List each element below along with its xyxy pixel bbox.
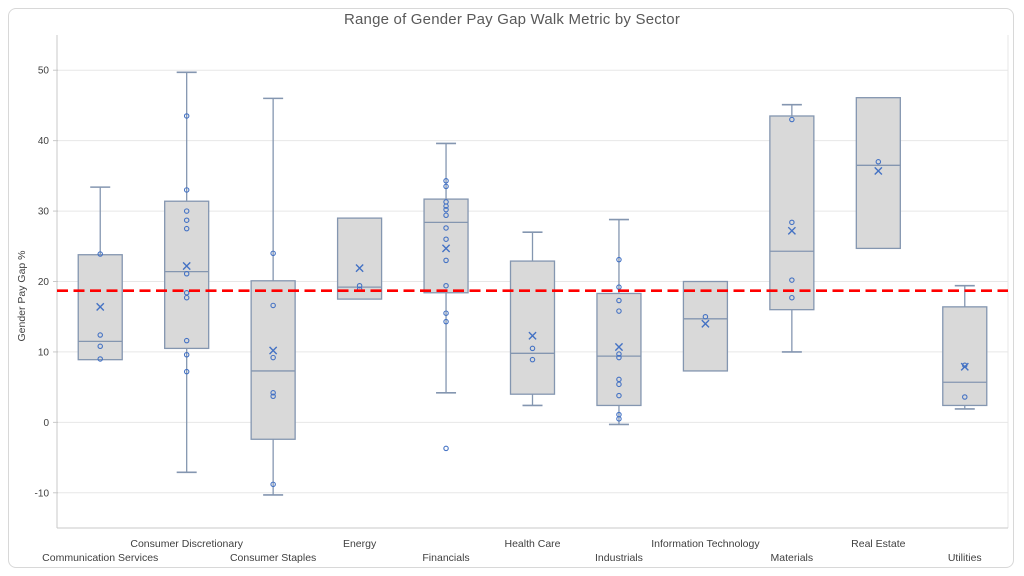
box-information-technology: [682, 280, 729, 372]
mean-marker-consumer-staples: [269, 346, 278, 355]
chart-title: Range of Gender Pay Gap Walk Metric by S…: [343, 11, 681, 28]
box-energy: [336, 217, 383, 300]
data-point-consumer-staples-1: [270, 302, 276, 309]
x-axis-label-financials: Financials: [422, 552, 469, 564]
y-tick-label-0: 0: [43, 418, 49, 429]
mean-marker-health-care: [528, 331, 537, 340]
data-point-financials-9: [443, 282, 449, 289]
x-axis-label-materials: Materials: [771, 552, 814, 564]
data-point-industrials-4: [616, 351, 622, 357]
box-real-estate: [855, 97, 901, 250]
data-point-communication-services-2: [97, 343, 103, 350]
data-point-consumer-discretionary-9: [183, 351, 190, 358]
mean-marker-information-technology: [701, 319, 710, 328]
y-tick-label-40: 40: [38, 136, 50, 147]
data-point-energy-0: [356, 282, 363, 289]
x-axis-label-consumer-staples: Consumer Staples: [230, 552, 316, 564]
box-materials: [769, 115, 815, 311]
y-tick-label-20: 20: [38, 277, 50, 288]
mean-marker-utilities: [960, 362, 969, 371]
data-point-consumer-staples-4: [270, 393, 276, 400]
data-point-communication-services-3: [97, 356, 103, 362]
box-financials: [423, 198, 469, 294]
data-point-industrials-5: [616, 354, 622, 361]
data-point-consumer-staples-5: [270, 481, 276, 488]
x-axis-label-utilities: Utilities: [948, 552, 982, 564]
data-point-industrials-8: [616, 392, 622, 399]
data-point-financials-11: [443, 318, 449, 325]
x-axis-label-energy: Energy: [343, 538, 377, 550]
data-point-consumer-staples-2: [270, 354, 276, 361]
x-axis-label-consumer-discretionary: Consumer Discretionary: [130, 538, 243, 550]
y-tick-label--10: -10: [35, 488, 50, 499]
mean-marker-consumer-discretionary: [182, 261, 191, 271]
data-point-consumer-discretionary-0: [183, 113, 190, 119]
data-point-consumer-staples-3: [270, 390, 276, 396]
data-point-industrials-1: [616, 284, 622, 290]
mean-marker-industrials: [614, 342, 624, 352]
data-point-industrials-7: [616, 381, 622, 388]
data-point-consumer-discretionary-4: [183, 225, 190, 232]
mean-marker-communication-services: [96, 302, 105, 311]
data-point-utilities-1: [962, 394, 968, 400]
data-point-materials-2: [789, 277, 795, 283]
data-point-financials-10: [443, 310, 449, 316]
data-point-consumer-staples-0: [270, 250, 276, 257]
data-point-materials-1: [789, 219, 795, 226]
data-point-real-estate-0: [875, 159, 882, 165]
box-industrials: [596, 292, 642, 407]
data-point-consumer-discretionary-10: [183, 368, 190, 375]
data-point-financials-5: [443, 212, 449, 219]
data-point-financials-6: [443, 225, 449, 231]
data-point-consumer-discretionary-3: [183, 217, 190, 223]
data-point-industrials-3: [616, 308, 622, 314]
data-point-materials-0: [789, 116, 795, 123]
x-axis-label-health-care: Health Care: [504, 538, 560, 550]
mean-marker-real-estate: [874, 166, 883, 176]
box-health-care: [509, 260, 556, 395]
data-point-consumer-discretionary-5: [183, 271, 190, 277]
data-point-consumer-discretionary-7: [183, 294, 190, 301]
mean-marker-energy: [355, 264, 364, 273]
data-point-industrials-10: [616, 416, 622, 422]
data-point-communication-services-1: [97, 332, 103, 338]
data-point-financials-7: [443, 236, 449, 242]
data-point-industrials-2: [616, 297, 622, 304]
box-utilities: [942, 306, 988, 407]
data-point-consumer-discretionary-1: [183, 187, 190, 193]
mean-marker-materials: [787, 226, 796, 235]
y-tick-label-50: 50: [38, 66, 50, 77]
x-axis-label-communication-services: Communication Services: [42, 552, 158, 564]
data-point-consumer-discretionary-8: [183, 337, 190, 344]
data-point-health-care-0: [529, 345, 536, 352]
data-point-financials-4: [443, 206, 449, 213]
box-consumer-discretionary: [164, 200, 210, 350]
x-axis-label-real-estate: Real Estate: [851, 538, 905, 550]
data-point-industrials-0: [616, 256, 622, 263]
data-point-financials-3: [443, 203, 449, 209]
data-point-financials-12: [443, 445, 449, 452]
y-tick-label-10: 10: [38, 347, 50, 358]
data-point-health-care-1: [529, 356, 536, 363]
data-point-information-technology-0: [702, 313, 709, 320]
x-axis-label-industrials: Industrials: [595, 552, 643, 564]
mean-marker-financials: [441, 244, 451, 253]
data-point-financials-8: [443, 257, 449, 264]
data-point-consumer-discretionary-2: [183, 208, 190, 214]
y-tick-label-30: 30: [38, 207, 50, 218]
data-point-financials-1: [443, 183, 449, 190]
data-point-communication-services-0: [97, 251, 103, 257]
x-axis-label-information-technology: Information Technology: [651, 538, 760, 550]
data-point-financials-0: [443, 178, 449, 184]
data-point-materials-3: [789, 294, 795, 301]
